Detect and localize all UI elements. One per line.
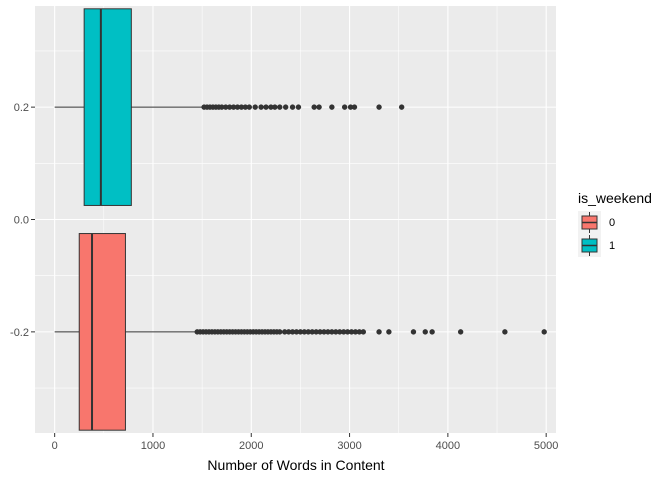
legend-entry-1: 1	[578, 234, 615, 257]
y-tick-label: 0.0	[14, 215, 29, 227]
x-tick-label: 3000	[337, 440, 361, 452]
x-axis-title: Number of Words in Content	[207, 457, 384, 473]
outlier-point-1	[230, 104, 237, 110]
outlier-point-0	[285, 329, 292, 335]
outlier-point-0	[329, 329, 335, 335]
outlier-point-1	[282, 104, 289, 110]
x-tick-label: 2000	[239, 440, 263, 452]
legend-label: 0	[609, 217, 615, 229]
outlier-point-1	[289, 104, 296, 110]
outlier-point-1	[295, 104, 302, 110]
outlier-point-1	[246, 104, 252, 110]
outlier-point-0	[386, 329, 392, 335]
boxes-layer	[54, 8, 547, 431]
outlier-point-0	[313, 329, 319, 335]
outlier-point-1	[234, 104, 241, 110]
outlier-point-0	[356, 329, 363, 335]
outlier-point-0	[293, 329, 300, 335]
box-0	[78, 233, 126, 431]
legend-entries: 01	[578, 211, 615, 257]
outlier-point-1	[329, 104, 335, 110]
outlier-point-0	[337, 329, 343, 335]
box-group-1	[54, 8, 405, 206]
outlier-point-0	[325, 329, 331, 335]
outlier-point-1	[351, 104, 358, 110]
legend-entry-0: 0	[578, 211, 615, 234]
outlier-point-1	[226, 104, 233, 110]
x-tick-label: 0	[52, 440, 58, 452]
y-axis-ticks: 0.2 0.0 -0.2	[10, 102, 35, 339]
outlier-point-0	[541, 329, 547, 335]
outlier-point-0	[309, 329, 315, 335]
outlier-point-1	[341, 104, 348, 110]
outlier-point-1	[376, 104, 382, 110]
x-axis-ticks: 0 1000 2000 3000 4000 5000	[52, 433, 558, 452]
outlier-point-0	[297, 329, 304, 335]
outlier-point-1	[316, 104, 322, 110]
outlier-point-1	[268, 104, 274, 110]
outlier-point-0	[277, 329, 283, 335]
outlier-point-0	[333, 329, 339, 335]
outlier-point-1	[238, 104, 245, 110]
outlier-point-1	[272, 104, 278, 110]
outlier-point-1	[347, 104, 354, 110]
x-tick-label: 1000	[141, 440, 165, 452]
outlier-point-1	[263, 104, 269, 110]
outlier-point-1	[219, 104, 225, 110]
box-group-0	[54, 233, 547, 431]
outlier-point-1	[242, 104, 249, 110]
outlier-point-0	[410, 329, 417, 335]
outlier-point-0	[422, 329, 428, 335]
x-tick-label: 5000	[534, 440, 558, 452]
outlier-point-1	[277, 104, 283, 110]
legend: is_weekend 01	[578, 190, 652, 257]
outlier-point-0	[344, 329, 351, 335]
outlier-point-1	[223, 104, 229, 110]
outlier-point-0	[301, 329, 308, 335]
outlier-point-1	[311, 104, 317, 110]
y-tick-label: -0.2	[10, 327, 29, 339]
y-tick-label: 0.2	[14, 102, 29, 114]
outlier-point-1	[252, 104, 258, 110]
box-1	[83, 8, 132, 206]
outlier-point-0	[289, 329, 296, 335]
outlier-point-1	[258, 104, 264, 110]
outlier-point-0	[321, 329, 327, 335]
outlier-point-0	[457, 329, 464, 335]
outlier-point-0	[348, 329, 355, 335]
legend-title: is_weekend	[578, 190, 652, 206]
outlier-point-0	[429, 329, 435, 335]
outlier-point-0	[305, 329, 311, 335]
outlier-point-0	[317, 329, 323, 335]
outlier-point-1	[398, 104, 405, 110]
outlier-point-0	[340, 329, 347, 335]
outlier-point-0	[502, 329, 508, 335]
x-tick-label: 4000	[436, 440, 460, 452]
outlier-point-0	[352, 329, 359, 335]
outlier-point-0	[281, 329, 288, 335]
outlier-point-0	[376, 329, 382, 335]
legend-label: 1	[609, 240, 615, 252]
outlier-point-0	[360, 329, 367, 335]
